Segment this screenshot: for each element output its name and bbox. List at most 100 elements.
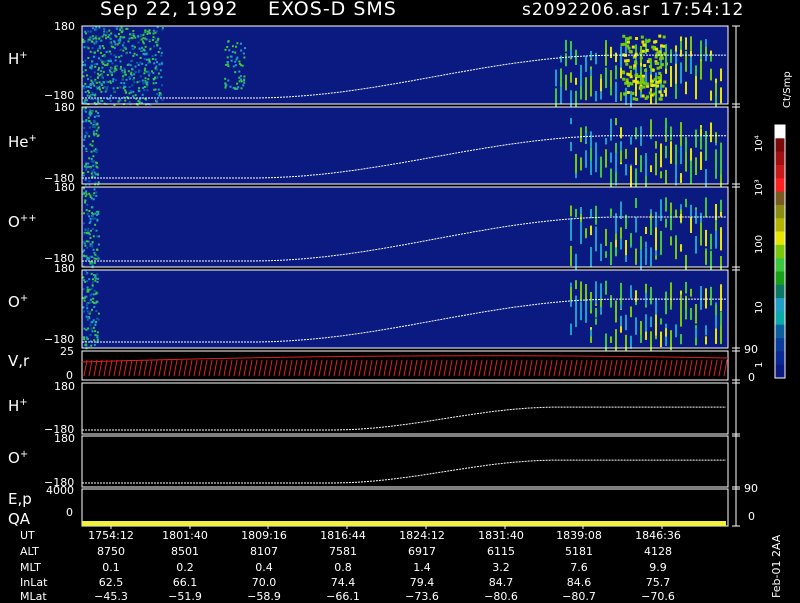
vr-panel — [81, 350, 729, 381]
colorbar-swatch — [775, 284, 785, 299]
tick-vr-top: 25 — [60, 345, 74, 358]
qa-bar — [82, 521, 726, 526]
tick-op-top: 180 — [54, 262, 75, 275]
tick-vr-right-bottom: 0 — [748, 371, 755, 384]
colorbar-swatch — [775, 351, 785, 366]
colorbar-swatch — [775, 164, 785, 179]
panel-label-o-plusplus: O++ — [8, 213, 37, 231]
colorbar-label-1e4: 10⁴ — [754, 135, 765, 152]
tick-ep-top: 4000 — [46, 484, 74, 497]
table-cell: −58.9 — [247, 590, 281, 603]
table-cell: 1831:40 — [478, 529, 524, 542]
table-cell: −73.6 — [405, 590, 439, 603]
table-cell: 75.7 — [645, 576, 671, 589]
tick-oline-top: 180 — [54, 432, 75, 445]
colorbar-swatch — [775, 298, 785, 312]
table-cell: −66.1 — [326, 590, 360, 603]
colorbar-label-10: 10 — [754, 301, 765, 314]
table-row-label: MLat — [20, 590, 47, 603]
tick-opp-bottom: −180 — [44, 252, 75, 265]
table-cell: 0.1 — [102, 561, 120, 574]
colorbar-swatch — [775, 324, 785, 339]
header-file: s2092206.asr — [522, 0, 651, 20]
table-row-label: ALT — [20, 545, 39, 558]
table-row-label: UT — [20, 529, 35, 542]
table-cell: 1.4 — [413, 561, 431, 574]
table-cell: 0.8 — [334, 561, 352, 574]
table-cell: 1809:16 — [241, 529, 287, 542]
panel-label-he-plus: He+ — [8, 133, 37, 151]
header-date: Sep 22, 1992 — [100, 0, 239, 20]
header-time: 17:54:12 — [660, 0, 745, 20]
side-label: Feb-01 2AA — [770, 534, 783, 598]
table-cell: 70.0 — [251, 576, 277, 589]
trace-line — [82, 406, 726, 431]
tick-he-bottom: −180 — [44, 172, 75, 185]
panel-label-o-plus-line: O+ — [8, 449, 29, 467]
tick-vr-right-top: 90 — [744, 343, 758, 356]
colorbar-swatch — [775, 218, 785, 232]
table-cell: 9.9 — [649, 561, 667, 574]
table-cell: 1846:36 — [635, 529, 681, 542]
table-cell: −70.6 — [641, 590, 675, 603]
colorbar-swatch — [775, 125, 785, 139]
trace-line — [82, 459, 726, 484]
tick-ep-right-top: 90 — [744, 482, 758, 495]
colorbar-swatch — [775, 231, 785, 246]
table-cell: 84.7 — [488, 576, 514, 589]
panel-label-vr: V,r — [8, 352, 30, 370]
table-cell: −80.6 — [484, 590, 518, 603]
table-cell: 79.4 — [409, 576, 435, 589]
spectrogram-panel — [81, 186, 729, 278]
table-cell: 62.5 — [98, 576, 124, 589]
table-cell: 6115 — [487, 545, 515, 558]
table-cell: 66.1 — [172, 576, 198, 589]
colorbar-swatch — [775, 338, 785, 352]
header-instrument: EXOS-D SMS — [268, 0, 397, 20]
table-cell: 7.6 — [570, 561, 588, 574]
line-panel — [81, 435, 729, 488]
table-cell: −80.7 — [562, 590, 596, 603]
table-cell: 6917 — [408, 545, 436, 558]
table-cell: −45.3 — [94, 590, 128, 603]
radius-trace — [81, 355, 729, 363]
panel-label-qa: QA — [8, 510, 31, 528]
colorbar-label-100: 100 — [754, 234, 765, 254]
tick-he-top: 180 — [54, 101, 75, 114]
tick-qa-bottom: 0 — [66, 506, 73, 519]
tick-hline-top: 180 — [54, 380, 75, 393]
table-cell: 1754:12 — [88, 529, 134, 542]
table-cell: 74.4 — [330, 576, 356, 589]
table-cell: 1816:44 — [320, 529, 366, 542]
colorbar-swatch — [775, 138, 785, 153]
table-cell: 0.2 — [176, 561, 194, 574]
tick-vr-bottom: 0 — [66, 369, 73, 382]
colorbar-swatch — [775, 364, 785, 379]
tick-opp-top: 180 — [54, 181, 75, 194]
table-cell: 3.2 — [492, 561, 510, 574]
colorbar-swatch — [775, 271, 785, 286]
colorbar-label-1e3: 10³ — [754, 179, 765, 196]
colorbar-swatch — [775, 258, 785, 272]
velocity-trace — [83, 359, 728, 377]
colorbar-swatch — [775, 311, 785, 326]
panel-label-h-plus: H+ — [8, 50, 28, 68]
colorbar-swatch — [775, 151, 785, 166]
table-row-label: InLat — [20, 576, 48, 589]
colorbar-unit: Ct/Smp — [782, 71, 793, 108]
colorbar — [774, 124, 786, 379]
table-cell: 8107 — [250, 545, 278, 558]
table-cell: 1801:40 — [162, 529, 208, 542]
table-cell: 1839:08 — [556, 529, 602, 542]
table-cell: 8750 — [97, 545, 125, 558]
table-cell: 0.4 — [255, 561, 273, 574]
table-cell: 84.6 — [566, 576, 592, 589]
tick-oline-bottom: −180 — [44, 476, 75, 489]
colorbar-swatch — [775, 204, 785, 219]
table-row-label: MLT — [20, 561, 41, 574]
line-panel — [81, 382, 729, 435]
tick-h-bottom: −180 — [44, 89, 75, 102]
tick-op-bottom: −180 — [44, 333, 75, 346]
colorbar-swatch — [775, 191, 785, 206]
spectrogram-panel — [81, 269, 729, 359]
